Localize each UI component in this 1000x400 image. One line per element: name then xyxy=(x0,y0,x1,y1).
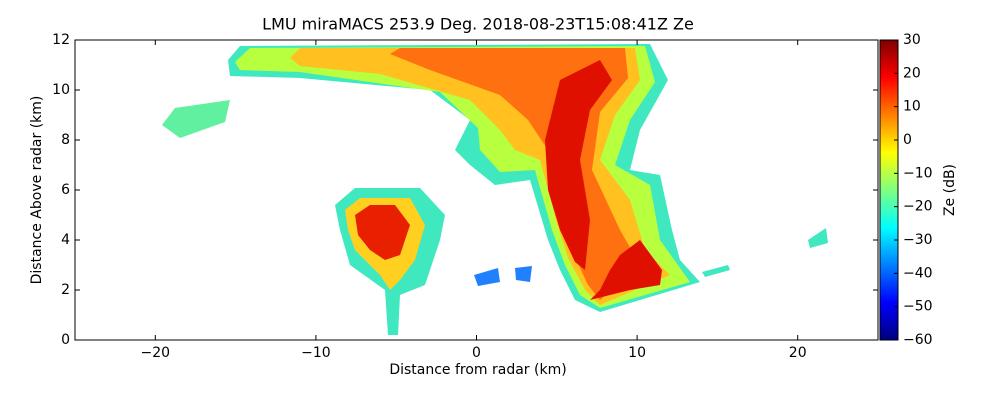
colorbar-tick-label: −30 xyxy=(903,232,933,248)
x-tick-label: 10 xyxy=(628,345,646,361)
x-tick-label: −20 xyxy=(141,345,171,361)
y-tick-label: 4 xyxy=(61,232,70,248)
chart-title: LMU miraMACS 253.9 Deg. 2018-08-23T15:08… xyxy=(262,15,694,34)
colorbar-tick-label: 30 xyxy=(903,32,921,48)
colorbar-tick-label: 0 xyxy=(903,132,912,148)
y-axis-label: Distance Above radar (km) xyxy=(29,96,45,285)
colorbar-tick-label: −50 xyxy=(903,299,933,315)
x-axis-label: Distance from radar (km) xyxy=(389,362,566,378)
colorbar-tick-label: 20 xyxy=(903,65,921,81)
x-tick-label: 0 xyxy=(472,345,481,361)
y-tick-label: 6 xyxy=(61,182,70,198)
colorbar-tick-label: 10 xyxy=(903,99,921,115)
y-tick-label: 8 xyxy=(61,132,70,148)
colorbar-tick-label: −40 xyxy=(903,265,933,281)
x-tick-label: −10 xyxy=(301,345,331,361)
y-tick-label: 2 xyxy=(61,282,70,298)
colorbar-tick-label: −20 xyxy=(903,199,933,215)
colorbar-tick-label: −10 xyxy=(903,165,933,181)
colorbar-label: Ze (dB) xyxy=(942,164,958,216)
y-tick-label: 0 xyxy=(61,332,70,348)
colorbar-tick-label: −60 xyxy=(903,332,933,348)
x-tick-label: 20 xyxy=(789,345,807,361)
colorbar xyxy=(879,39,899,341)
y-tick-label: 10 xyxy=(52,82,70,98)
y-tick-label: 12 xyxy=(52,32,70,48)
radar-echo xyxy=(162,44,828,335)
